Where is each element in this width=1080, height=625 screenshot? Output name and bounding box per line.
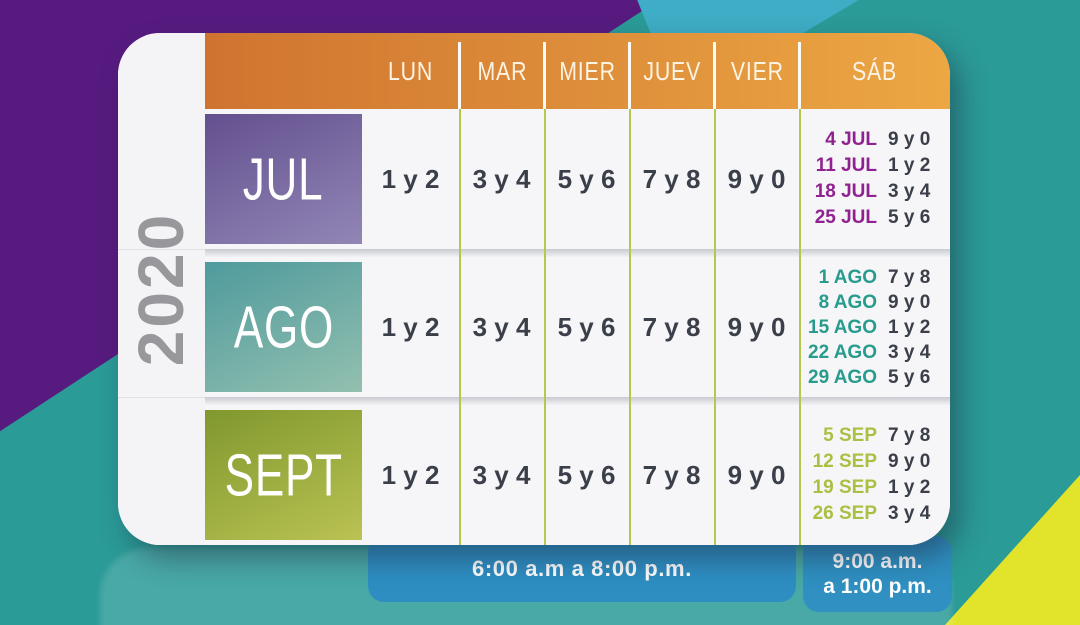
saturday-list-ago: 1 AGO 7 y 8 8 AGO 9 y 0 15 AGO 1 y 2 22 AGO… [800, 257, 950, 397]
saturday-entry: 1 AGO 7 y 8 [818, 266, 931, 288]
weekday-header-sab: SÁB [852, 55, 898, 86]
grid-line [799, 109, 801, 545]
saturday-entry: 19 SEP 1 y 2 [812, 477, 931, 498]
month-tab-ago: AGO [205, 262, 377, 392]
cell-jul-mier: 5 y 6 [557, 163, 616, 194]
header-divider [713, 42, 716, 109]
weekday-header-row: LUN MAR MIER JUEV VIER SÁB [205, 33, 950, 109]
month-row-ago: 1 y 2 3 y 4 5 y 6 7 y 8 9 y 0 1 AGO 7 y 8… [362, 257, 950, 397]
cell-ago-juev: 7 y 8 [642, 311, 701, 342]
year-strip [118, 33, 205, 545]
month-tab-sept: SEPT [205, 410, 377, 540]
header-divider [798, 42, 801, 109]
saturday-list-sept: 5 SEP 7 y 8 12 SEP 9 y 0 19 SEP 1 y 2 26 SE… [800, 405, 950, 545]
weekday-header-mar: MAR [477, 55, 528, 86]
cell-sept-juev: 7 y 8 [642, 459, 701, 490]
weekday-hours-bar: 6:00 a.m a 8:00 p.m. [368, 536, 796, 602]
cell-sept-vier: 9 y 0 [727, 459, 786, 490]
month-row-sept: 1 y 2 3 y 4 5 y 6 7 y 8 9 y 0 5 SEP 7 y 8… [362, 405, 950, 545]
saturday-entry: 29 AGO 5 y 6 [808, 366, 931, 388]
saturday-hours-bar: 9:00 a.m. a 1:00 p.m. [803, 536, 952, 612]
header-divider [543, 42, 546, 109]
weekday-hours-text: 6:00 a.m a 8:00 p.m. [472, 556, 692, 581]
saturday-entry: 8 AGO 9 y 0 [818, 291, 931, 313]
month-row-jul: 1 y 2 3 y 4 5 y 6 7 y 8 9 y 0 4 JUL 9 y 0… [362, 109, 950, 249]
weekday-header-lun: LUN [388, 55, 434, 86]
cell-jul-juev: 7 y 8 [642, 163, 701, 194]
calendar-card: 2020 LUN MAR MIER JUEV VIER SÁB JUL 1 y … [118, 33, 950, 545]
cell-ago-mar: 3 y 4 [472, 311, 531, 342]
row-divider [205, 397, 950, 405]
cell-sept-mar: 3 y 4 [472, 459, 531, 490]
header-divider [628, 42, 631, 109]
saturday-list-jul: 4 JUL 9 y 0 11 JUL 1 y 2 18 JUL 3 y 4 25 JU… [800, 109, 950, 249]
cell-ago-lun: 1 y 2 [381, 311, 440, 342]
cell-ago-vier: 9 y 0 [727, 311, 786, 342]
grid-line [629, 109, 631, 545]
grid-line [714, 109, 716, 545]
row-divider [205, 249, 950, 257]
grid-line [544, 109, 546, 545]
saturday-entry: 5 SEP 7 y 8 [823, 425, 931, 446]
cell-sept-lun: 1 y 2 [381, 459, 440, 490]
cell-ago-mier: 5 y 6 [557, 311, 616, 342]
grid-line [459, 109, 461, 545]
header-divider [458, 42, 461, 109]
saturday-entry: 22 AGO 3 y 4 [808, 341, 931, 363]
saturday-entry: 18 JUL 3 y 4 [814, 181, 931, 202]
saturday-entry: 26 SEP 3 y 4 [812, 503, 931, 524]
saturday-entry: 25 JUL 5 y 6 [814, 207, 931, 228]
saturday-entry: 4 JUL 9 y 0 [825, 129, 931, 150]
strip-divider [118, 397, 205, 398]
cell-jul-lun: 1 y 2 [381, 163, 440, 194]
saturday-entry: 15 AGO 1 y 2 [808, 316, 931, 338]
saturday-entry: 11 JUL 1 y 2 [815, 155, 931, 176]
cell-sept-mier: 5 y 6 [557, 459, 616, 490]
cell-jul-mar: 3 y 4 [472, 163, 531, 194]
weekday-header-juev: JUEV [643, 55, 702, 86]
saturday-hours-line1: 9:00 a.m. [832, 550, 923, 573]
year-label: 2020 [125, 211, 198, 367]
weekday-header-mier: MIER [559, 55, 616, 86]
strip-divider [118, 249, 205, 250]
saturday-hours-line2: a 1:00 p.m. [823, 575, 932, 598]
month-tab-jul: JUL [205, 114, 377, 244]
weekday-header-vier: VIER [730, 55, 785, 86]
saturday-entry: 12 SEP 9 y 0 [812, 451, 931, 472]
cell-jul-vier: 9 y 0 [727, 163, 786, 194]
